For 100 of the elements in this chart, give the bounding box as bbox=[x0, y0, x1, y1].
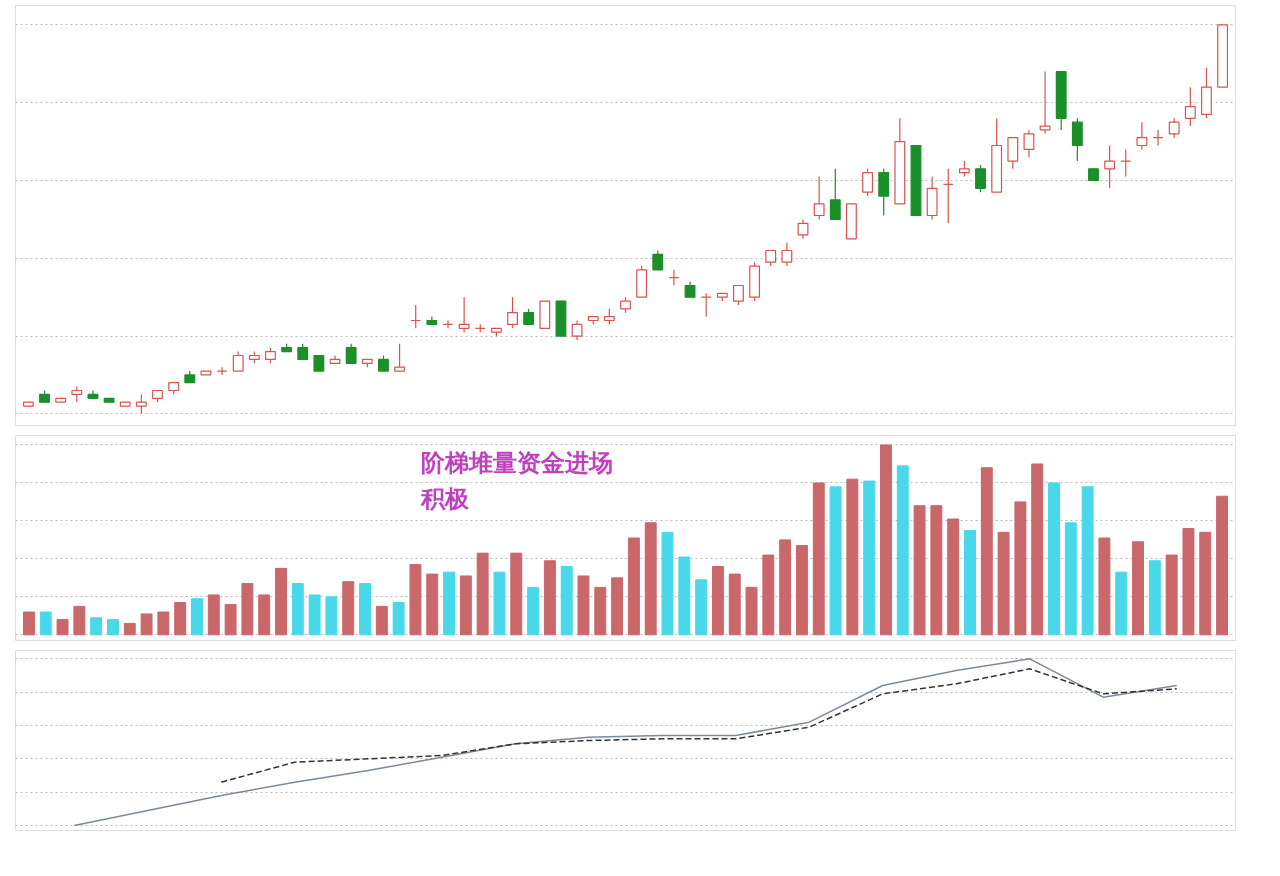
bar bbox=[728, 573, 741, 636]
candlestick bbox=[1152, 129, 1164, 147]
bar bbox=[829, 486, 842, 636]
bar bbox=[258, 594, 271, 636]
bar bbox=[711, 565, 724, 636]
candlestick bbox=[345, 343, 357, 364]
bar bbox=[527, 586, 540, 636]
candlestick bbox=[1007, 137, 1019, 170]
candlestick bbox=[975, 164, 986, 193]
candlestick bbox=[862, 168, 873, 197]
candlestick bbox=[1120, 148, 1132, 178]
bar bbox=[594, 586, 607, 636]
bar bbox=[1182, 528, 1195, 636]
bar bbox=[695, 579, 708, 636]
bar bbox=[762, 554, 775, 636]
bar bbox=[325, 596, 338, 636]
candlestick bbox=[1184, 86, 1196, 127]
bar bbox=[191, 598, 203, 636]
bar bbox=[577, 575, 590, 636]
candlestick bbox=[942, 168, 954, 224]
bar bbox=[1081, 486, 1094, 636]
bar bbox=[1098, 537, 1111, 636]
bar bbox=[678, 556, 691, 636]
bar bbox=[459, 575, 472, 636]
bar bbox=[342, 581, 355, 636]
candlestick bbox=[878, 168, 890, 217]
bar bbox=[375, 605, 388, 636]
bar bbox=[795, 545, 808, 636]
bar bbox=[913, 505, 926, 636]
bar bbox=[779, 539, 792, 636]
bar bbox=[1199, 531, 1212, 636]
candlestick bbox=[507, 296, 518, 329]
candlestick bbox=[733, 284, 744, 306]
candlestick bbox=[135, 393, 147, 415]
candlestick bbox=[442, 319, 454, 329]
bar bbox=[1115, 571, 1128, 636]
bar bbox=[896, 465, 909, 636]
bar bbox=[1064, 522, 1077, 636]
bar bbox=[846, 478, 859, 636]
bar bbox=[409, 564, 422, 636]
bar bbox=[880, 444, 892, 636]
candlestick bbox=[1023, 129, 1035, 158]
bar bbox=[543, 560, 556, 636]
bar bbox=[308, 594, 321, 636]
bar bbox=[812, 482, 825, 636]
candlestick bbox=[394, 343, 406, 372]
bar bbox=[107, 619, 119, 636]
bar bbox=[627, 537, 640, 636]
candlestick bbox=[1039, 71, 1051, 135]
bar bbox=[997, 531, 1010, 636]
bar bbox=[73, 605, 86, 636]
candlestick bbox=[1104, 144, 1116, 189]
bar bbox=[1031, 463, 1044, 636]
bar bbox=[174, 602, 187, 636]
candlestick bbox=[571, 319, 583, 341]
bar bbox=[863, 480, 876, 636]
candlestick bbox=[232, 351, 244, 372]
bar bbox=[493, 571, 506, 636]
bar bbox=[1048, 482, 1060, 636]
bar bbox=[241, 583, 254, 636]
bar bbox=[930, 505, 943, 636]
bar bbox=[1132, 541, 1144, 636]
bar bbox=[123, 622, 136, 636]
bar bbox=[1165, 554, 1178, 636]
bar bbox=[224, 603, 237, 636]
candlestick bbox=[829, 168, 841, 220]
bar bbox=[207, 594, 220, 636]
annotation: 阶梯堆量资金进场 bbox=[420, 448, 613, 476]
bar bbox=[426, 573, 439, 636]
candlestick bbox=[652, 249, 664, 271]
bar bbox=[392, 602, 405, 636]
bar bbox=[510, 552, 523, 636]
bar bbox=[1014, 501, 1027, 636]
candlestick bbox=[1136, 121, 1148, 150]
candlestick bbox=[668, 269, 680, 287]
candlestick bbox=[1071, 117, 1083, 162]
candlestick bbox=[781, 242, 793, 267]
bar bbox=[1148, 560, 1161, 636]
bar bbox=[275, 567, 287, 636]
bar bbox=[22, 611, 35, 636]
candlestick bbox=[216, 366, 228, 376]
bar bbox=[443, 571, 456, 636]
bar bbox=[1216, 495, 1229, 636]
candlestick bbox=[797, 218, 809, 240]
bar bbox=[745, 586, 758, 636]
bar bbox=[39, 611, 52, 636]
bar bbox=[56, 619, 69, 636]
candlestick bbox=[410, 304, 422, 329]
bar bbox=[560, 565, 573, 636]
bar bbox=[140, 613, 153, 636]
bar bbox=[611, 577, 624, 636]
bar bbox=[964, 529, 976, 636]
annotation: 积极 bbox=[419, 484, 470, 512]
bar bbox=[359, 583, 371, 636]
candlestick bbox=[700, 292, 712, 318]
candlestick bbox=[813, 176, 825, 220]
bar bbox=[291, 583, 304, 636]
bar bbox=[644, 522, 657, 636]
bar bbox=[947, 518, 960, 636]
candlestick bbox=[458, 296, 470, 333]
